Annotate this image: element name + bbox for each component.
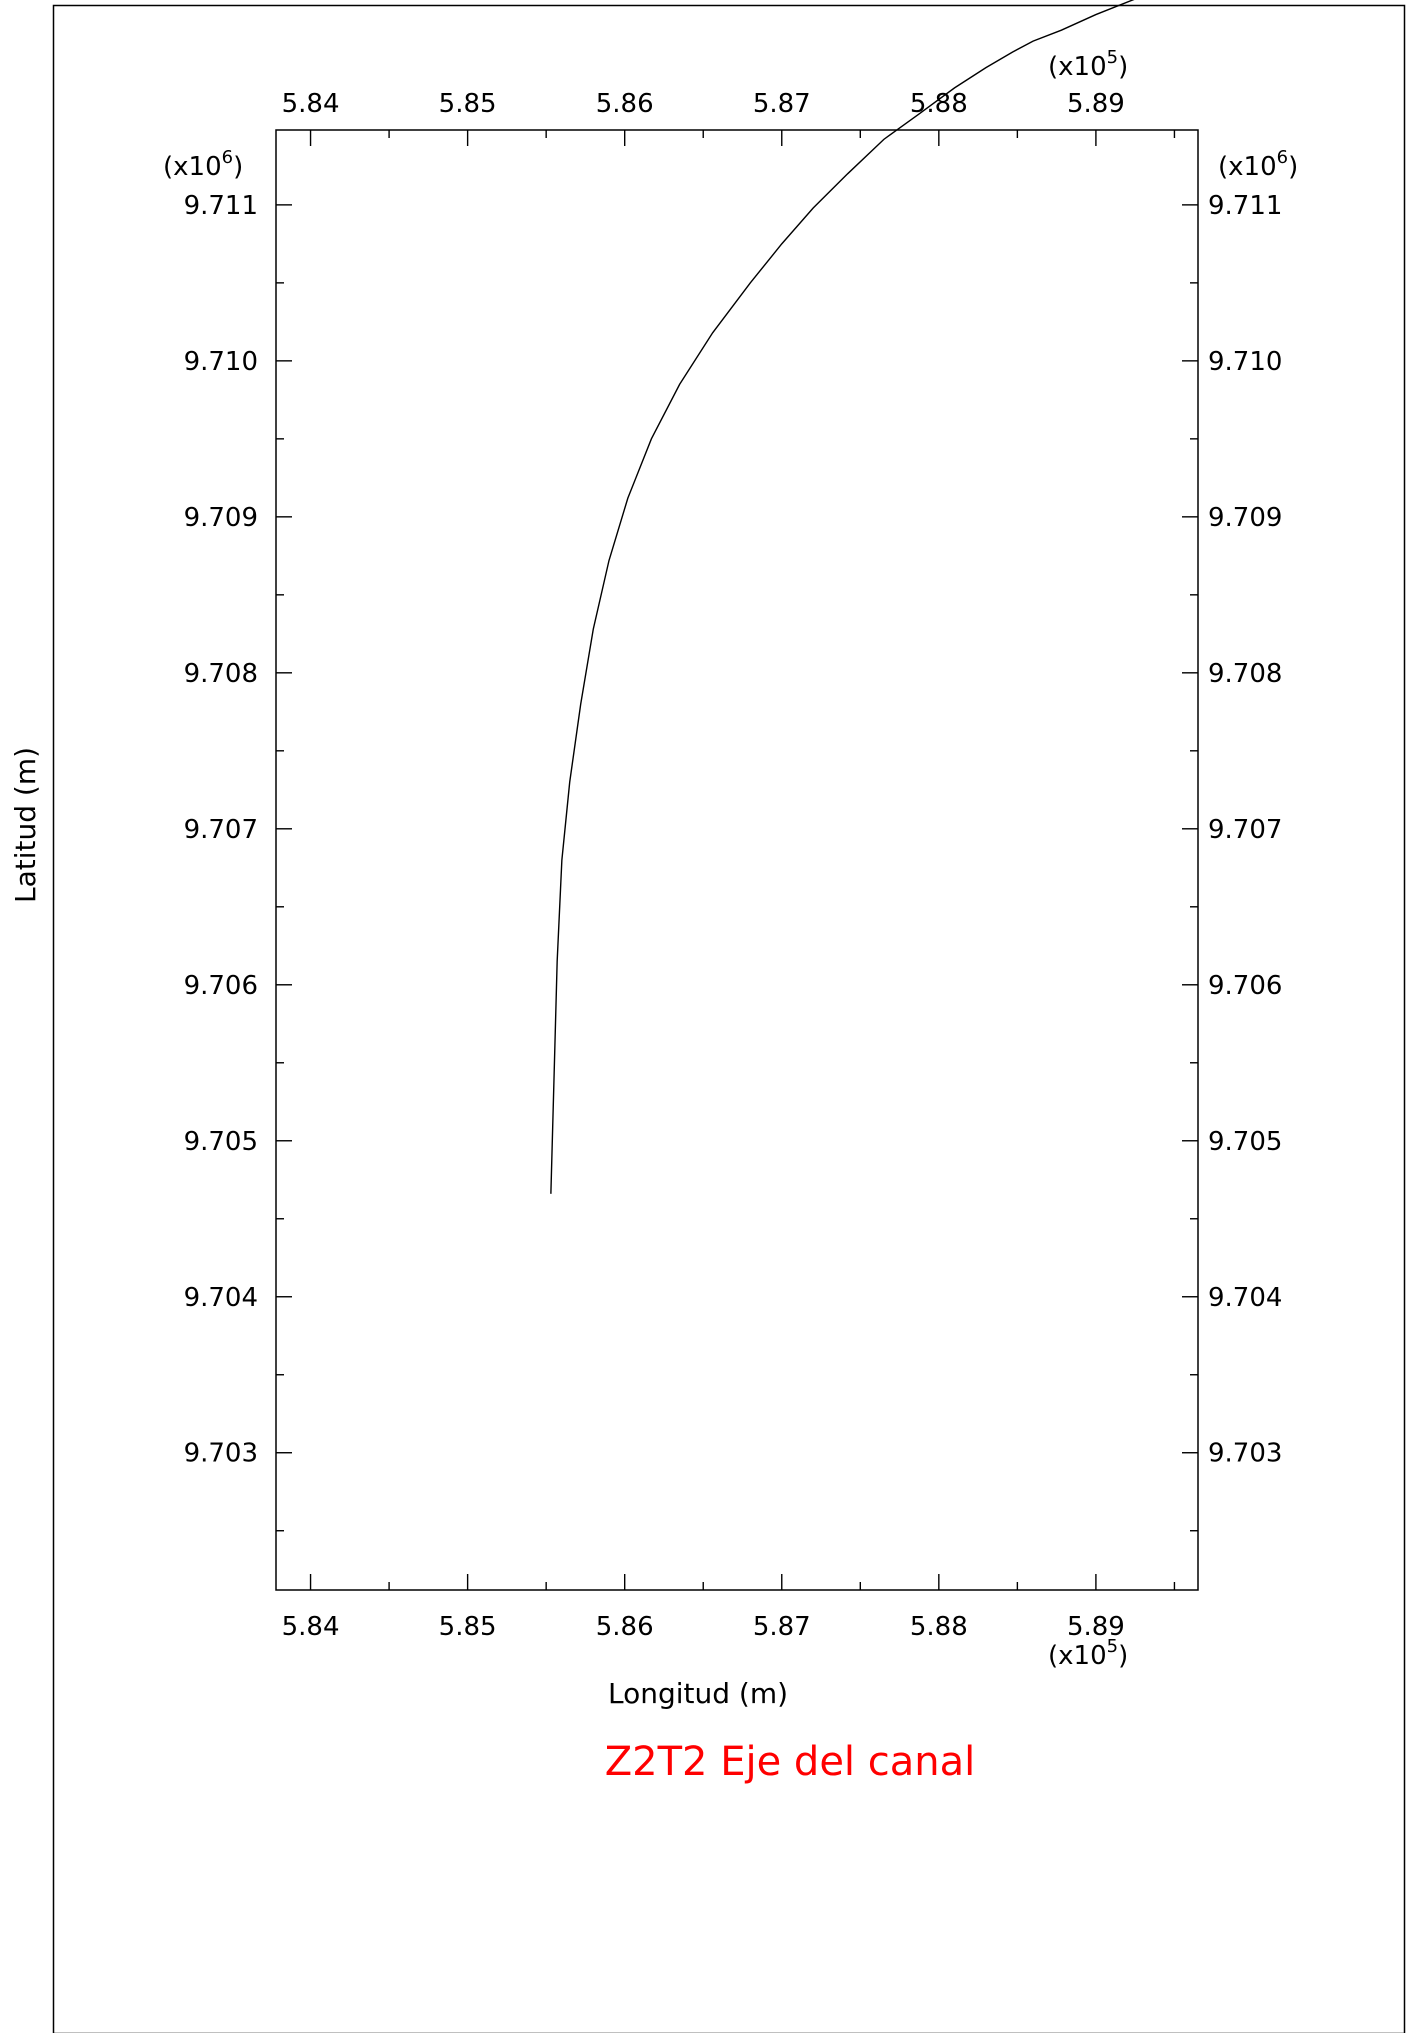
y-tick-label-left: 9.708 [184, 659, 258, 689]
y-tick-label-right: 9.703 [1208, 1439, 1282, 1469]
y-tick-label-right: 9.710 [1208, 347, 1282, 377]
y-tick-label-right: 9.704 [1208, 1283, 1282, 1313]
x-ticks-bottom: 5.84 5.85 5.86 5.87 5.88 5.89 [282, 1574, 1176, 1642]
y-tick-label-left: 9.707 [184, 815, 258, 845]
y-tick-label-right: 9.707 [1208, 815, 1282, 845]
canal-axis-line [550, 0, 1135, 1194]
x-tick-label-top: 5.89 [1067, 89, 1125, 119]
y-tick-label-left: 9.710 [184, 347, 258, 377]
x-tick-label-top: 5.86 [596, 89, 654, 119]
x-tick-label-top: 5.87 [753, 89, 811, 119]
y-tick-label-left: 9.709 [184, 503, 258, 533]
x-tick-label-bottom: 5.89 [1067, 1612, 1125, 1642]
y-tick-label-left: 9.711 [184, 191, 258, 221]
x-multiplier-bottom: (x105) [1048, 1636, 1128, 1671]
x-ticks-top: 5.84 5.85 5.86 5.87 5.88 5.89 [282, 89, 1176, 146]
y-tick-label-left: 9.704 [184, 1283, 258, 1313]
y-tick-label-left: 9.703 [184, 1439, 258, 1469]
y-ticks-left: 9.703 9.704 9.705 9.706 9.707 9.708 9.709 9.710… [184, 191, 292, 1532]
x-tick-label-bottom: 5.85 [439, 1612, 497, 1642]
chart-title: Z2T2 Eje del canal [605, 1739, 975, 1785]
x-tick-label-bottom: 5.88 [910, 1612, 968, 1642]
x-tick-label-bottom: 5.86 [596, 1612, 654, 1642]
y-tick-label-right: 9.709 [1208, 503, 1282, 533]
x-tick-label-top: 5.85 [439, 89, 497, 119]
y-multiplier-right: (x106) [1218, 147, 1298, 182]
data-series-group [550, 0, 1135, 1194]
x-multiplier-top: (x105) [1048, 47, 1128, 82]
y-tick-label-left: 9.705 [184, 1127, 258, 1157]
y-tick-label-right: 9.705 [1208, 1127, 1282, 1157]
page-frame [52, 4, 1406, 2033]
y-multiplier-left: (x106) [163, 147, 243, 182]
y-tick-label-right: 9.711 [1208, 191, 1282, 221]
y-tick-label-left: 9.706 [184, 971, 258, 1001]
plot-area-frame [275, 129, 1199, 1591]
y-tick-label-right: 9.708 [1208, 659, 1282, 689]
x-tick-label-top: 5.84 [282, 89, 340, 119]
x-tick-label-bottom: 5.84 [282, 1612, 340, 1642]
x-tick-label-bottom: 5.87 [753, 1612, 811, 1642]
y-ticks-right: 9.703 9.704 9.705 9.706 9.707 9.708 9.709 9.710… [1182, 191, 1282, 1532]
y-axis-title: Latitud (m) [9, 747, 42, 903]
y-tick-label-right: 9.706 [1208, 971, 1282, 1001]
x-axis-title: Longitud (m) [608, 1677, 788, 1710]
